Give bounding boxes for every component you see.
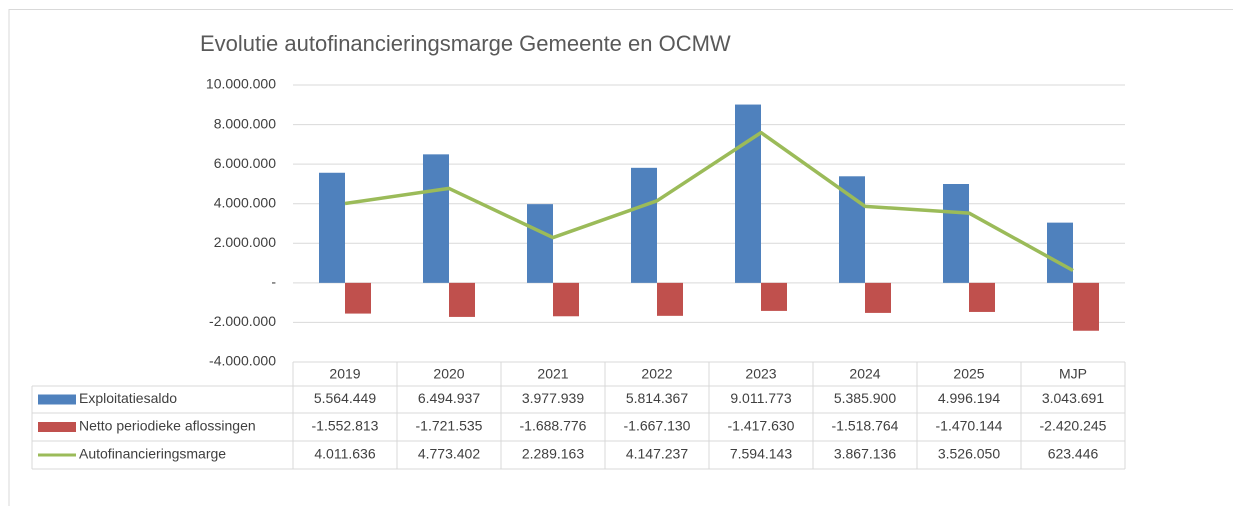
y-tick-label: 8.000.000 — [214, 115, 276, 131]
y-tick-label: -4.000.000 — [209, 353, 276, 369]
data-label: -2.420.245 — [1040, 418, 1107, 434]
data-label: -1.552.813 — [312, 418, 379, 434]
y-tick-label: - — [271, 274, 276, 290]
data-label: -1.417.630 — [728, 418, 795, 434]
y-tick-label: 6.000.000 — [214, 155, 276, 171]
data-label: 2.289.163 — [522, 446, 584, 462]
legend-label: Exploitatiesaldo — [79, 390, 177, 406]
legend-key — [38, 394, 76, 405]
bar — [865, 282, 891, 313]
data-label: 4.773.402 — [418, 446, 480, 462]
bar — [345, 282, 371, 314]
data-label: 9.011.773 — [730, 390, 791, 406]
legend-key — [38, 422, 76, 432]
bar — [319, 172, 345, 283]
x-tick-label: 2025 — [953, 366, 984, 382]
data-label: -1.688.776 — [520, 418, 587, 434]
y-tick-label: -2.000.000 — [209, 313, 276, 329]
bar — [735, 104, 761, 283]
bar — [527, 204, 553, 283]
data-label: 6.494.937 — [418, 390, 480, 406]
bar — [839, 176, 865, 283]
data-label: 4.996.194 — [938, 390, 1000, 406]
bar — [631, 167, 657, 283]
x-tick-label: 2024 — [849, 366, 880, 382]
data-label: -1.667.130 — [624, 418, 691, 434]
data-label: 3.977.939 — [522, 390, 584, 406]
data-label: -1.721.535 — [416, 418, 483, 434]
legend-label: Autofinancieringsmarge — [79, 446, 226, 462]
x-tick-label: MJP — [1059, 366, 1087, 382]
bar — [1047, 222, 1073, 283]
bar — [553, 282, 579, 317]
bar — [761, 282, 787, 311]
y-tick-label: 10.000.000 — [206, 76, 276, 92]
bar — [969, 282, 995, 312]
data-label: 7.594.143 — [730, 446, 792, 462]
y-tick-label: 4.000.000 — [214, 194, 276, 210]
chart-title: Evolutie autofinancieringsmarge Gemeente… — [200, 31, 731, 56]
data-label: 3.043.691 — [1042, 390, 1104, 406]
x-tick-label: 2022 — [641, 366, 672, 382]
x-tick-label: 2019 — [329, 366, 360, 382]
bar — [449, 282, 475, 317]
data-label: 3.526.050 — [938, 446, 1000, 462]
data-label: 623.446 — [1048, 446, 1099, 462]
bar — [657, 282, 683, 316]
y-tick-label: 2.000.000 — [214, 234, 276, 250]
chart-border — [8, 9, 1233, 506]
data-label: -1.470.144 — [936, 418, 1003, 434]
bar — [1073, 282, 1099, 331]
x-tick-label: 2023 — [745, 366, 776, 382]
x-tick-label: 2021 — [537, 366, 568, 382]
data-label: 5.814.367 — [626, 390, 688, 406]
bar — [943, 184, 969, 283]
data-label: 4.011.636 — [314, 446, 375, 462]
legend-label: Netto periodieke aflossingen — [79, 418, 256, 434]
data-label: -1.518.764 — [832, 418, 899, 434]
bar — [423, 154, 449, 283]
data-label: 5.385.900 — [834, 390, 896, 406]
x-tick-label: 2020 — [433, 366, 464, 382]
data-label: 4.147.237 — [626, 446, 688, 462]
line — [344, 130, 1074, 273]
data-label: 5.564.449 — [314, 390, 376, 406]
data-label: 3.867.136 — [834, 446, 896, 462]
